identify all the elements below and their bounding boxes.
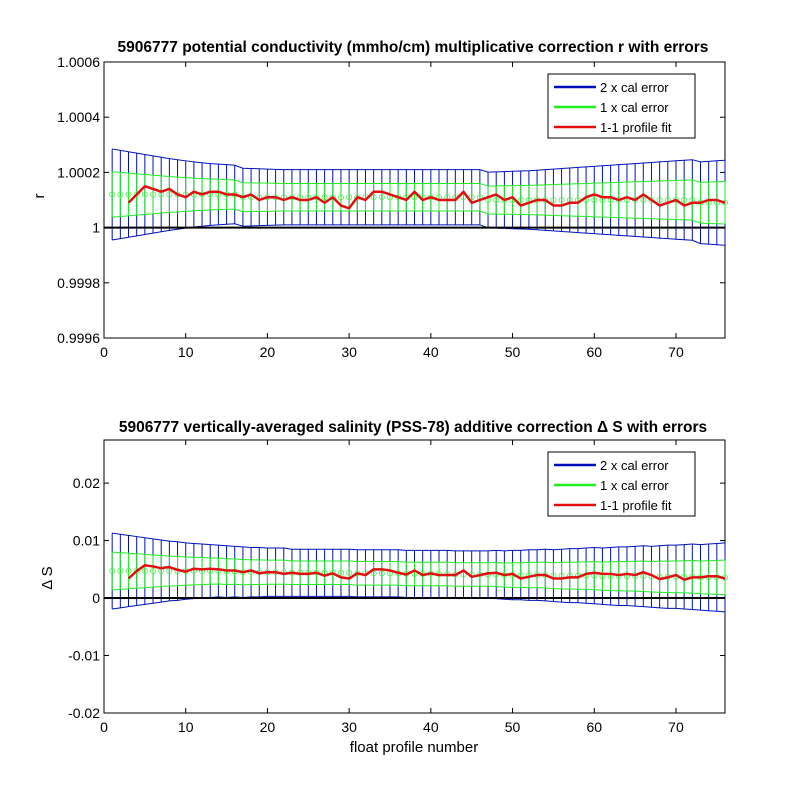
y-tick-label: 0 — [92, 590, 100, 606]
center-marker — [109, 568, 116, 575]
legend-label: 1-1 profile fit — [600, 120, 672, 135]
y-tick-label: 1.0002 — [57, 164, 100, 180]
y-tick-label: 0.9998 — [57, 275, 100, 291]
center-marker — [615, 573, 622, 580]
y-tick-label: 0.9996 — [57, 330, 100, 346]
center-marker — [133, 191, 140, 198]
x-tick-label: 60 — [586, 719, 602, 735]
error-upper-edge — [112, 148, 726, 173]
panel-bottom: 5906777 vertically-averaged salinity (PS… — [39, 419, 729, 756]
legend-label: 1 x cal error — [600, 100, 669, 115]
center-marker — [370, 194, 377, 201]
legend-label: 1 x cal error — [600, 478, 669, 493]
x-tick-label: 40 — [423, 719, 439, 735]
y-tick-label: 0.02 — [73, 475, 100, 491]
y-tick-label: 0.01 — [73, 533, 100, 549]
center-marker — [141, 568, 148, 575]
top-y-axis-label: r — [31, 194, 48, 199]
x-tick-label: 50 — [505, 719, 521, 735]
x-tick-label: 30 — [341, 344, 357, 360]
legend: 2 x cal error 1 x cal error 1-1 profile fi… — [547, 451, 696, 517]
center-marker — [150, 568, 157, 575]
center-marker — [550, 196, 557, 203]
center-marker — [321, 194, 328, 201]
center-marker — [166, 568, 173, 575]
x-tick-label: 0 — [100, 719, 108, 735]
center-marker — [150, 191, 157, 198]
center-marker — [648, 196, 655, 203]
center-marker — [329, 194, 336, 201]
center-marker — [133, 568, 140, 575]
center-marker — [493, 196, 500, 203]
error-lower-edge — [112, 583, 726, 596]
y-tick-label: -0.01 — [68, 648, 100, 664]
profile-fit-line — [127, 184, 726, 210]
profile-fit-line — [127, 564, 726, 581]
center-marker — [656, 196, 663, 203]
center-marker — [681, 196, 688, 203]
center-marker — [632, 573, 639, 580]
error-lower-edge — [112, 208, 726, 225]
bottom-chart-title: 5906777 vertically-averaged salinity (PS… — [119, 419, 707, 436]
x-tick-label: 30 — [341, 719, 357, 735]
x-tick-label: 40 — [423, 344, 439, 360]
center-marker — [117, 568, 124, 575]
center-marker — [141, 191, 148, 198]
legend: 2 x cal error 1 x cal error 1-1 profile fi… — [547, 73, 696, 139]
error-lower-edge — [112, 223, 726, 246]
legend-label: 1-1 profile fit — [600, 498, 672, 513]
legend-label: 2 x cal error — [600, 458, 669, 473]
error-upper-edge — [112, 171, 726, 187]
center-marker — [337, 569, 344, 576]
center-marker — [125, 191, 132, 198]
x-tick-label: 70 — [668, 344, 684, 360]
center-marker — [640, 196, 647, 203]
x-tick-label: 20 — [260, 344, 276, 360]
panel-top: 5906777 potential conductivity (mmho/cm)… — [31, 39, 729, 360]
center-marker — [337, 194, 344, 201]
y-tick-label: 1.0004 — [57, 109, 100, 125]
center-marker — [166, 191, 173, 198]
legend-label: 2 x cal error — [600, 80, 669, 95]
x-tick-label: 50 — [505, 344, 521, 360]
center-marker — [125, 568, 132, 575]
center-marker — [517, 196, 524, 203]
center-marker — [109, 191, 116, 198]
center-marker — [558, 196, 565, 203]
center-marker — [411, 194, 418, 201]
bottom-y-axis-label: Δ S — [39, 566, 56, 589]
center-marker — [346, 569, 353, 576]
x-tick-label: 10 — [178, 344, 194, 360]
error-upper-edge — [112, 532, 726, 552]
x-tick-label: 20 — [260, 719, 276, 735]
center-marker — [117, 191, 124, 198]
top-chart-title: 5906777 potential conductivity (mmho/cm)… — [118, 39, 709, 56]
center-marker — [591, 196, 598, 203]
center-marker — [378, 194, 385, 201]
x-tick-label: 10 — [178, 719, 194, 735]
center-marker — [640, 573, 647, 580]
center-marker — [346, 194, 353, 201]
y-tick-label: -0.02 — [68, 705, 100, 721]
x-tick-label: 60 — [586, 344, 602, 360]
x-tick-label: 70 — [668, 719, 684, 735]
y-tick-label: 1 — [92, 220, 100, 236]
center-marker — [378, 570, 385, 577]
x-tick-label: 0 — [100, 344, 108, 360]
error-upper-edge — [112, 551, 726, 564]
y-tick-label: 1.0006 — [57, 54, 100, 70]
center-marker — [329, 569, 336, 576]
bottom-x-axis-label: float profile number — [350, 739, 478, 756]
